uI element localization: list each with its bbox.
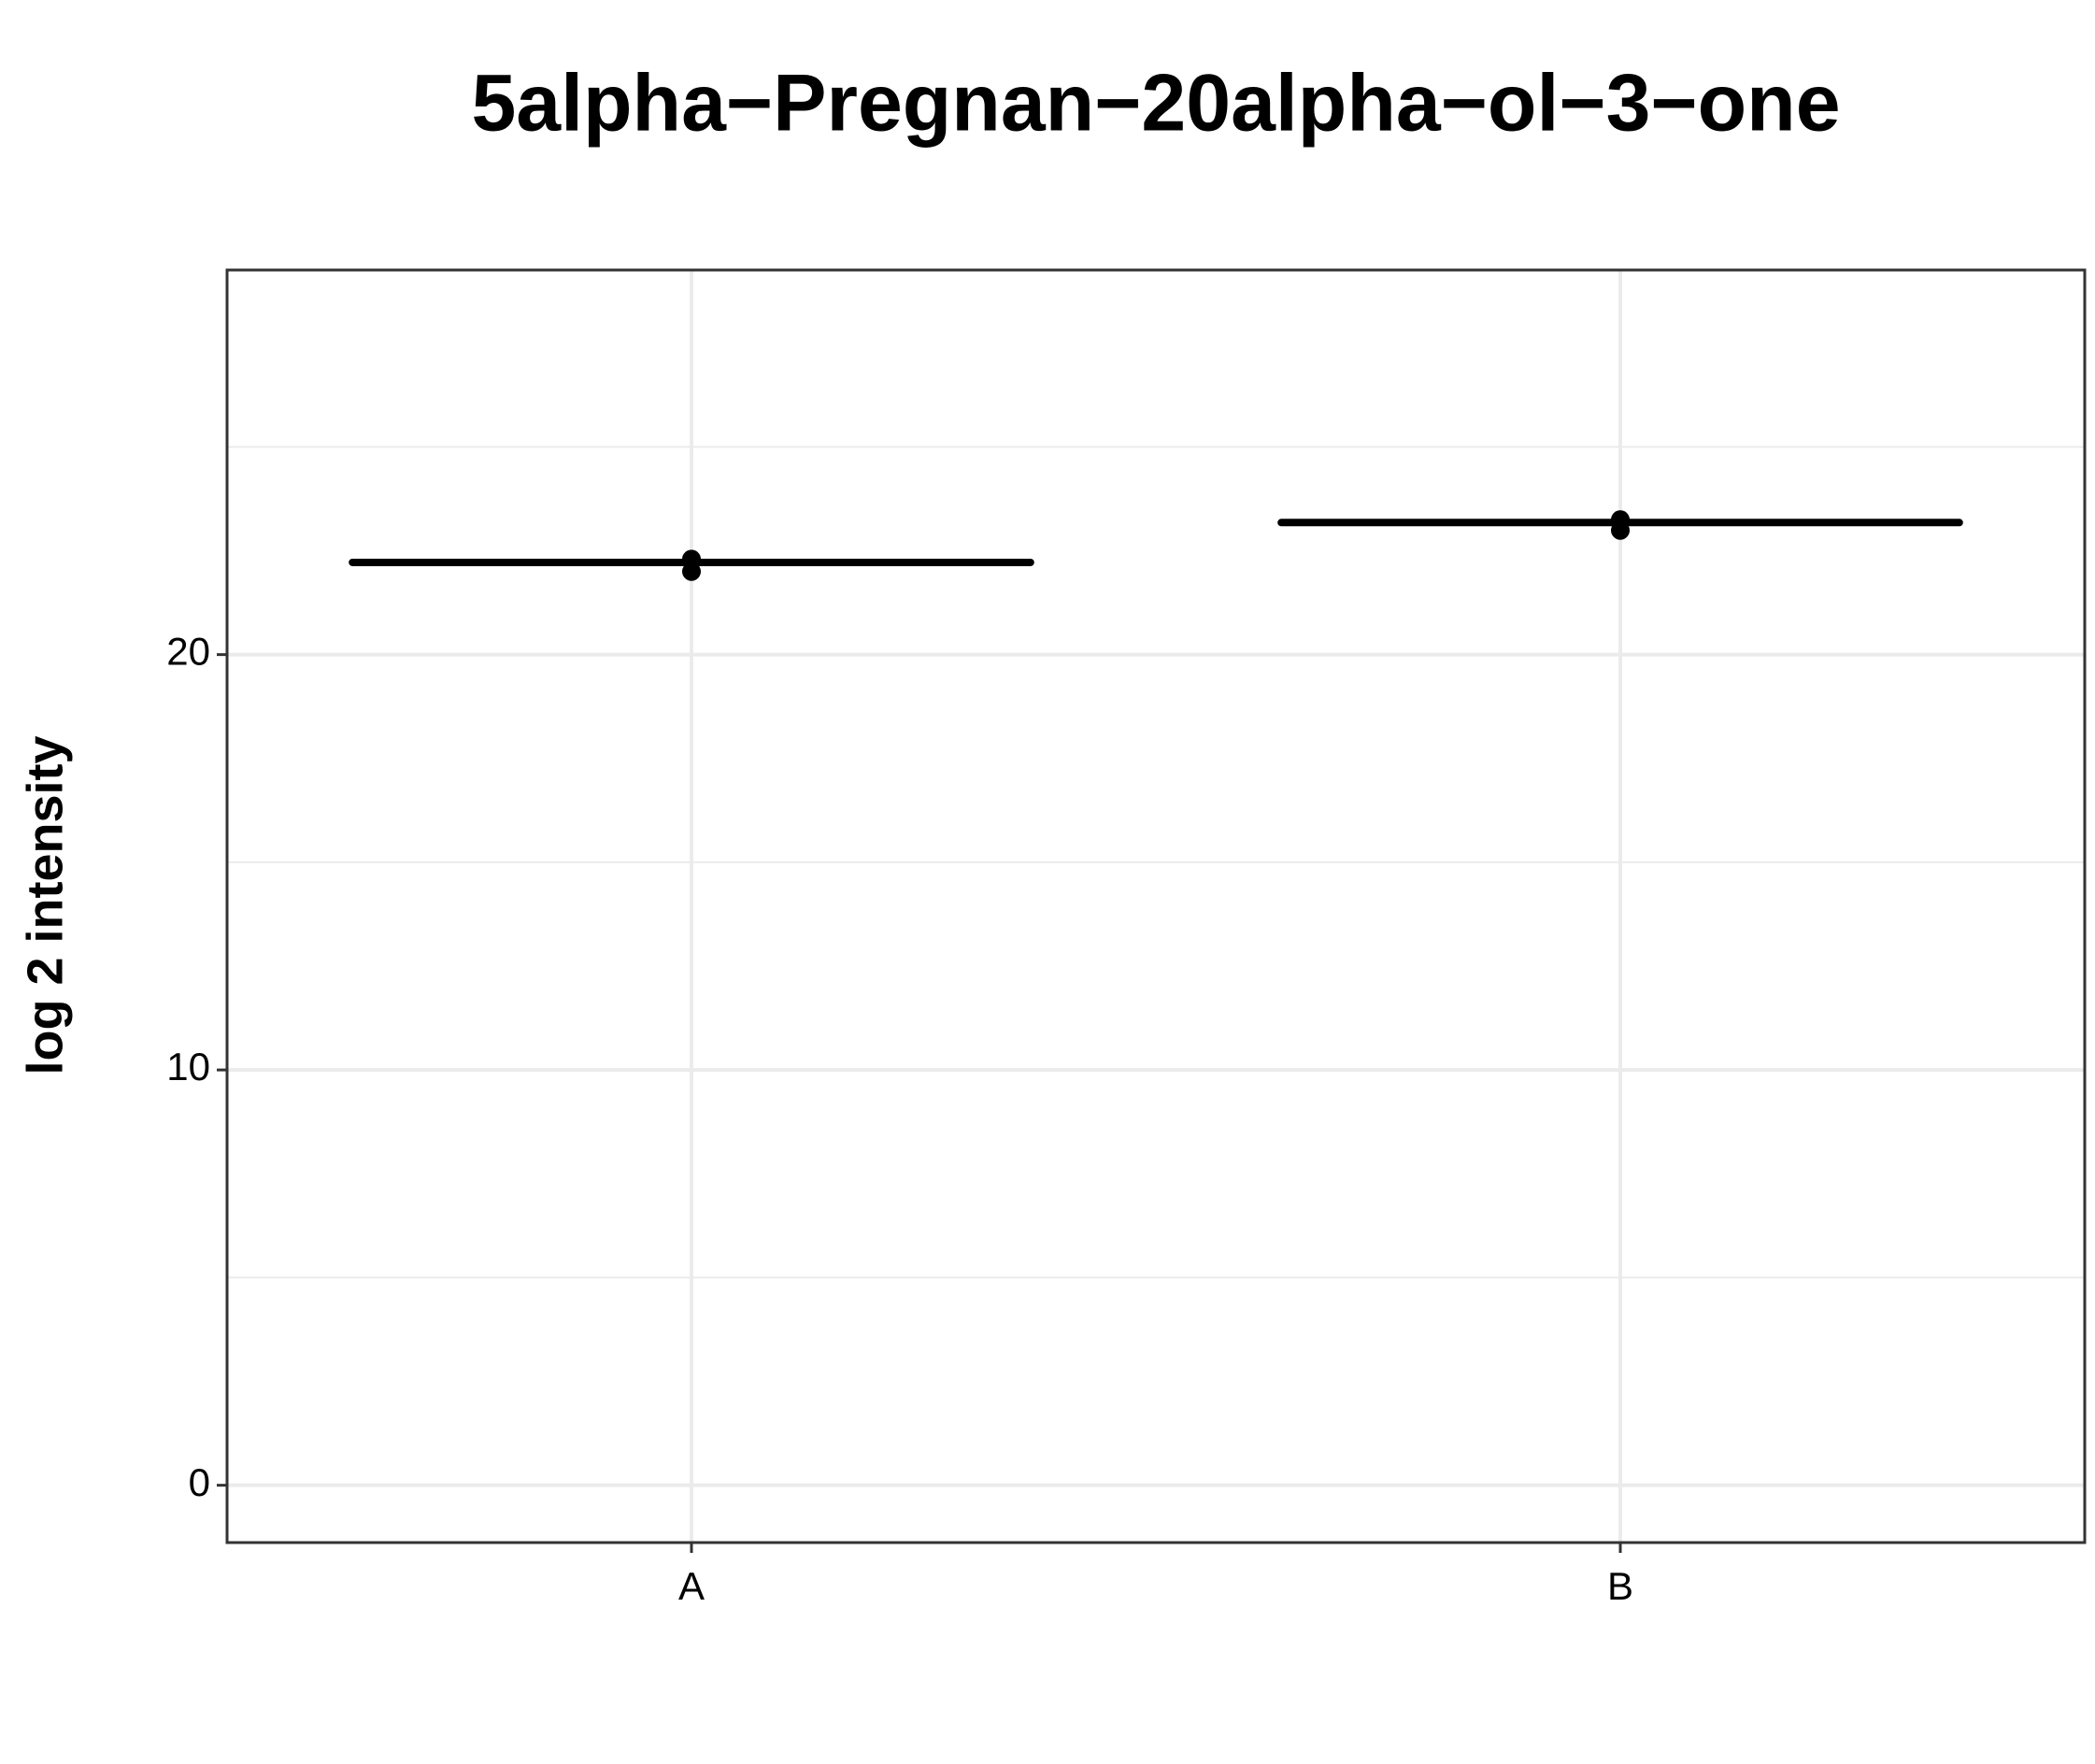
data-point [682,562,701,581]
x-tick-label: B [1607,1564,1633,1608]
data-point [1611,520,1630,540]
y-tick-label: 20 [166,630,210,674]
chart-title: 5alpha−Pregnan−20alpha−ol−3−one [471,59,1840,149]
y-tick-label: 10 [166,1045,210,1088]
y-tick-label: 0 [189,1460,210,1504]
y-axis-label: log 2 intensity [17,735,73,1074]
panel-border [225,268,2087,1544]
x-tick-label: A [678,1564,705,1608]
